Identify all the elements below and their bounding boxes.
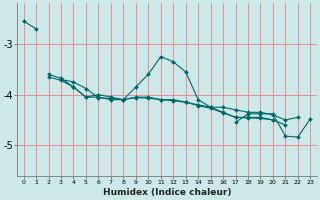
X-axis label: Humidex (Indice chaleur): Humidex (Indice chaleur) bbox=[103, 188, 231, 197]
